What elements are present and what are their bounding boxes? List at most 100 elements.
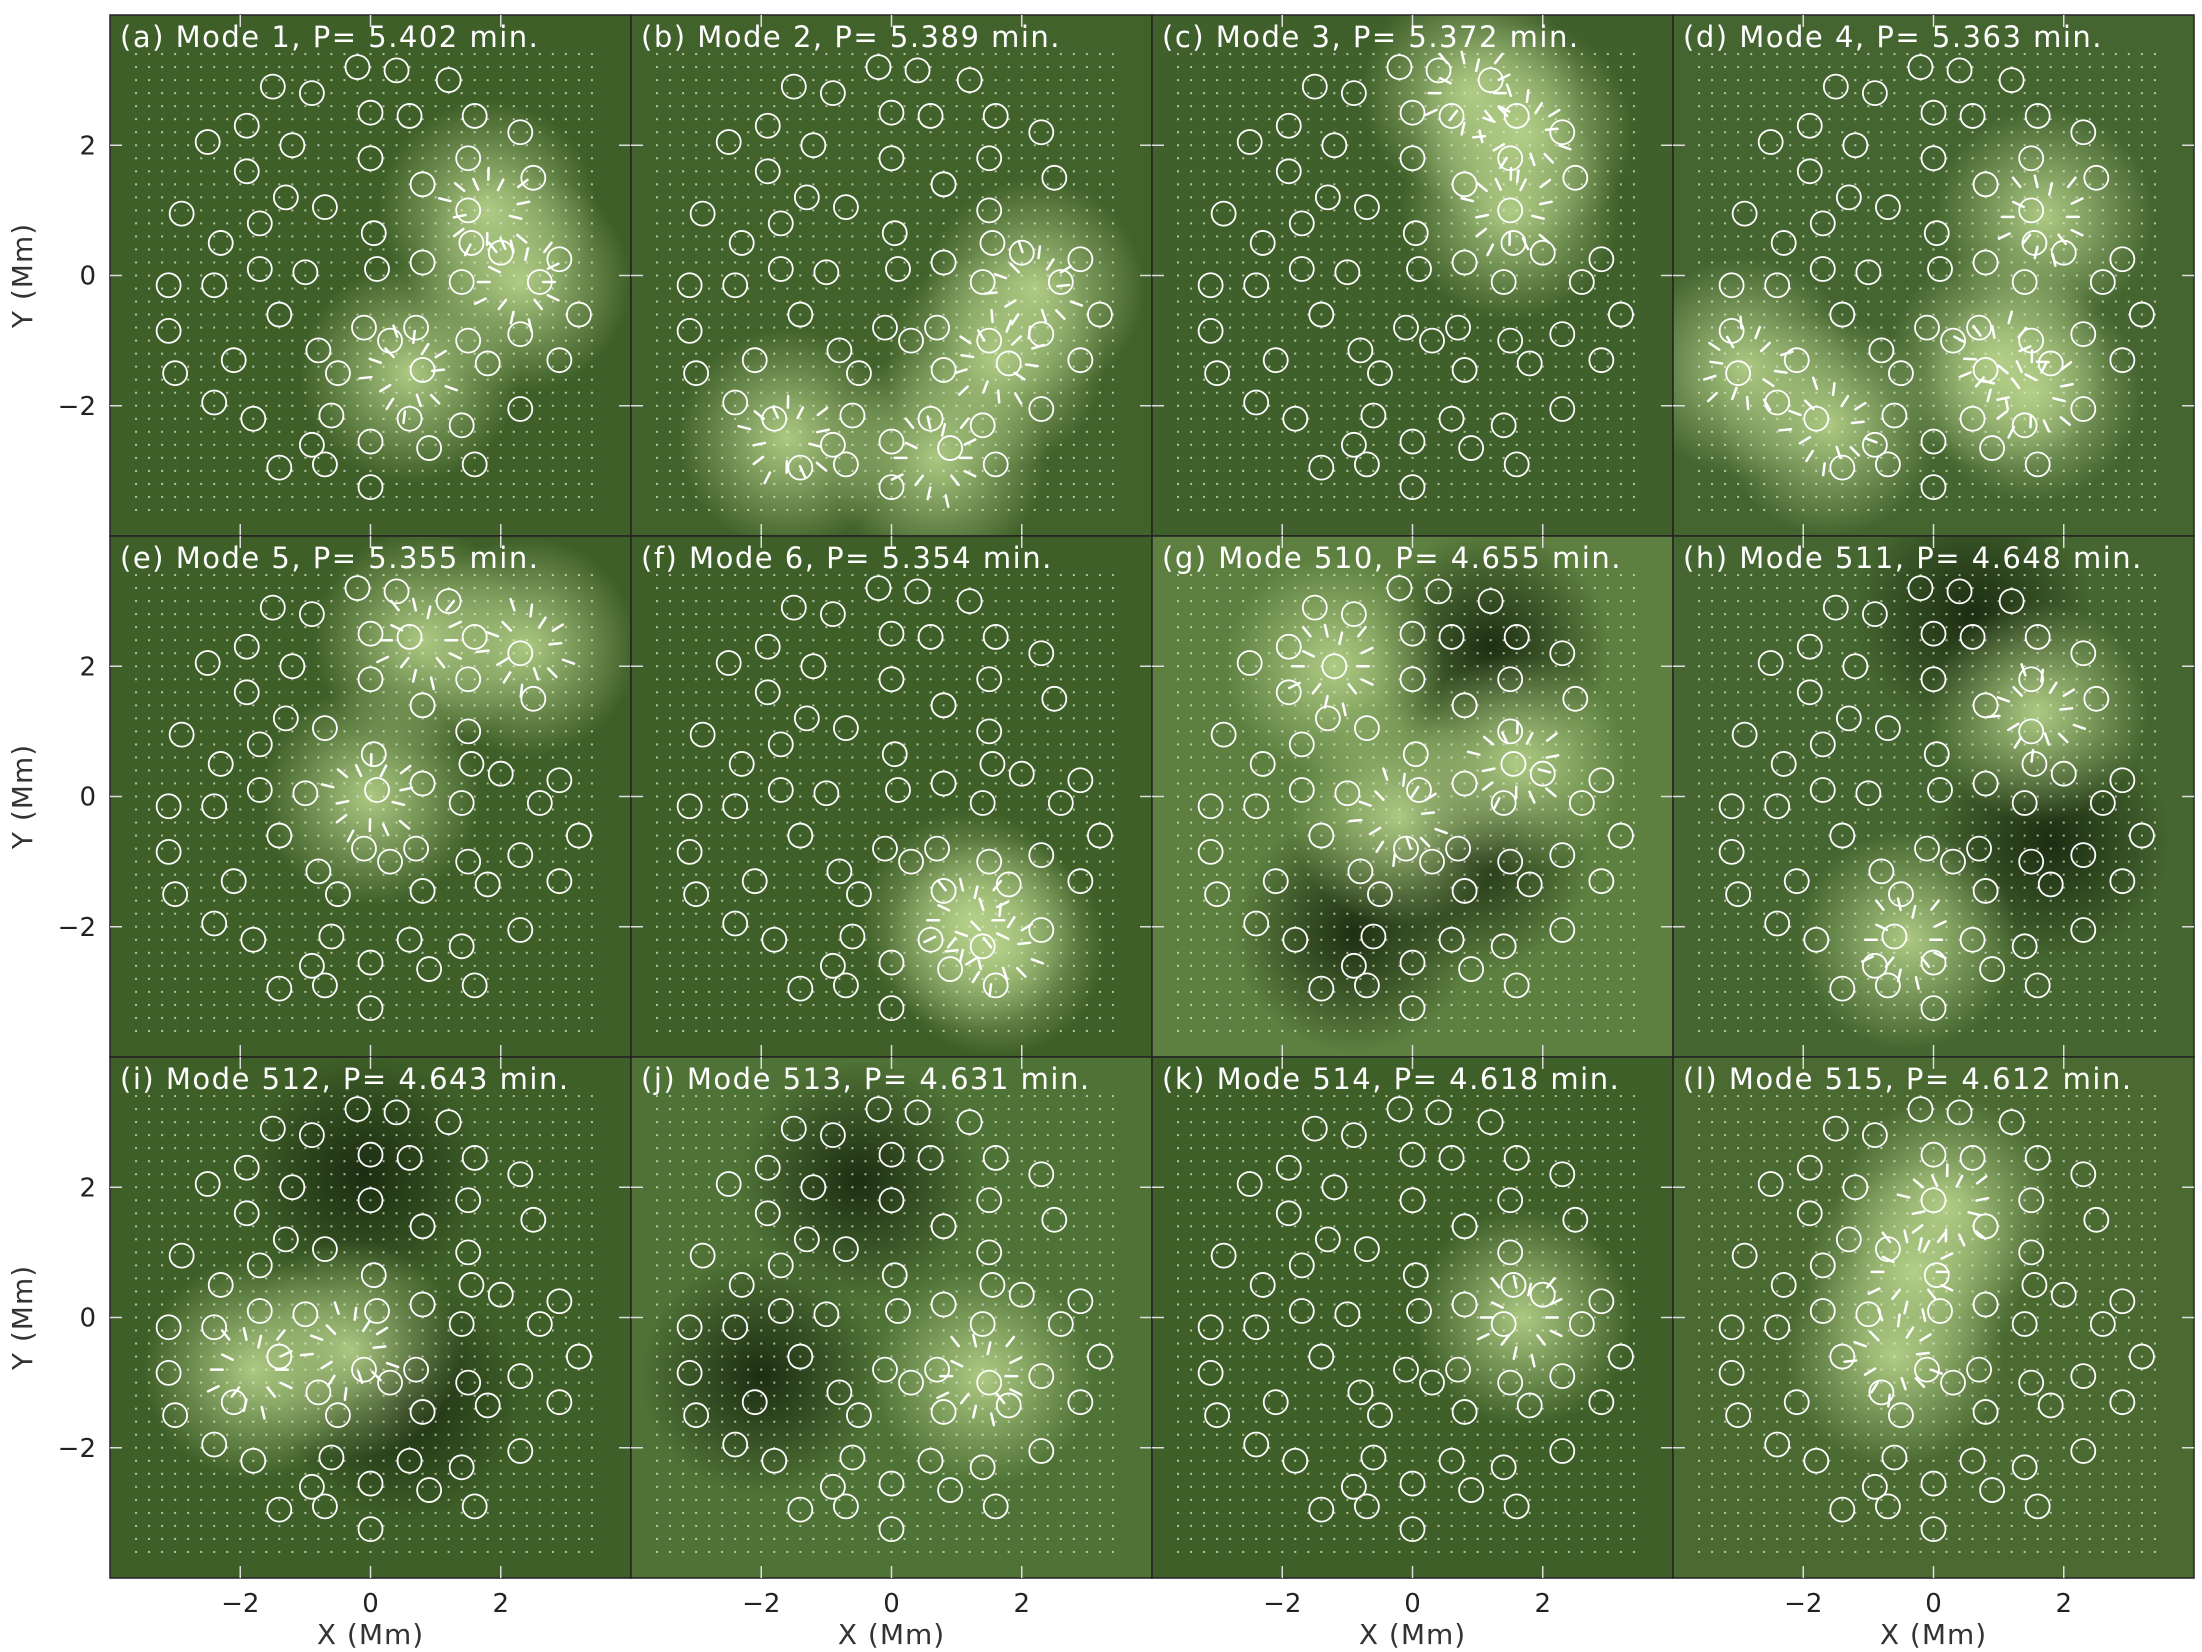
arrow: [978, 897, 985, 912]
pore-marker: [455, 666, 482, 693]
pore-marker: [1731, 200, 1758, 227]
bright-region: [240, 1240, 461, 1461]
arrow: [1936, 1231, 1947, 1244]
arrow: [2018, 345, 2032, 353]
arrow: [1301, 625, 1312, 638]
pore-marker: [885, 256, 911, 282]
pore-marker: [1451, 1213, 1478, 1240]
bright-region: [1888, 250, 2109, 471]
arrow: [923, 935, 937, 944]
pore-marker: [1972, 1291, 1999, 1318]
pore-marker: [1210, 1242, 1237, 1269]
ticks: [110, 536, 631, 1057]
pore-marker: [416, 956, 443, 982]
arrow: [1528, 790, 1536, 804]
pore-marker: [833, 1236, 859, 1263]
arrow: [958, 877, 965, 892]
pore-marker: [448, 933, 475, 960]
arrow: [1438, 52, 1449, 65]
arrow: [385, 397, 395, 411]
arrow: [2024, 373, 2038, 382]
pore-marker: [969, 412, 996, 439]
arrow: [1392, 852, 1397, 868]
arrow: [1955, 1174, 1964, 1188]
pore-marker: [979, 230, 1006, 256]
arrow: [972, 1333, 978, 1348]
arrow: [963, 469, 977, 478]
pore-marker: [754, 633, 781, 660]
pore-marker: [1262, 868, 1289, 895]
arrow: [1745, 395, 1750, 411]
pore-marker: [1881, 402, 1908, 429]
pore-marker: [878, 145, 905, 172]
pore-marker: [1288, 1252, 1315, 1279]
pore-marker: [1966, 314, 1992, 341]
pore-marker: [305, 337, 332, 364]
pore-marker: [1920, 1187, 1947, 1214]
pore-marker: [155, 1359, 182, 1386]
pore-marker: [1210, 200, 1237, 227]
arrow: [257, 1334, 263, 1349]
pore-marker: [1796, 112, 1823, 139]
pore-marker: [1399, 474, 1426, 501]
pore-marker: [819, 431, 846, 458]
vector-field: [656, 53, 1114, 511]
vector-field: [135, 1095, 593, 1553]
pore-marker: [162, 360, 189, 387]
ticks: [1152, 536, 1673, 1057]
pore-marker: [826, 858, 853, 885]
pore-marker: [2070, 1161, 2097, 1188]
pore-marker: [168, 721, 195, 748]
pore-marker: [715, 129, 742, 155]
bright-region: [299, 263, 520, 484]
y-axis-label: Y (Mm): [6, 223, 39, 329]
pore-marker: [474, 350, 501, 377]
pore-marker: [155, 838, 182, 865]
arrow: [448, 620, 462, 629]
arrow: [320, 783, 335, 789]
ticks: [631, 15, 1152, 536]
pore-marker: [1568, 1311, 1595, 1337]
arrow: [1482, 735, 1495, 746]
pore-marker: [878, 99, 905, 126]
pore-marker: [1822, 73, 1849, 100]
arrow: [1821, 462, 1826, 477]
pore-marker: [474, 871, 501, 898]
pore-marker: [233, 1200, 260, 1227]
arrow: [2007, 425, 2016, 439]
pore-marker: [1516, 350, 1543, 377]
pore-marker: [1549, 119, 1576, 146]
pore-marker: [800, 132, 827, 159]
pore-marker: [2011, 790, 2038, 816]
pore-marker: [1868, 1379, 1895, 1406]
arrow: [995, 932, 1010, 940]
arrow: [771, 405, 780, 419]
pore-marker: [1503, 1493, 1530, 1520]
pore-marker: [767, 777, 794, 803]
arrow: [2059, 707, 2074, 711]
pore-marker: [2089, 790, 2116, 816]
arrow: [1475, 227, 1488, 238]
panel-h: (h) Mode 511, P= 4.648 min.: [1672, 535, 2195, 1058]
arrow: [1703, 374, 1717, 381]
arrow: [1545, 1277, 1556, 1289]
arrow: [1499, 156, 1508, 170]
pore-marker: [546, 347, 573, 374]
arrow: [1011, 335, 1023, 346]
pore-marker: [846, 881, 872, 908]
arrow: [415, 393, 422, 408]
pore-marker: [487, 760, 514, 787]
pore-marker: [266, 454, 293, 481]
pore-marker: [312, 451, 338, 478]
pore-marker: [2024, 1145, 2051, 1171]
arrow: [392, 324, 399, 339]
pore-marker: [1764, 793, 1791, 820]
pore-marker: [357, 620, 384, 647]
arrow: [990, 308, 994, 324]
pore-marker: [683, 881, 710, 908]
arrow: [1484, 109, 1494, 122]
pore-marker: [982, 1145, 1009, 1171]
arrow: [1986, 714, 2001, 719]
pore-marker: [1047, 1311, 1074, 1337]
pore-marker: [292, 780, 319, 807]
